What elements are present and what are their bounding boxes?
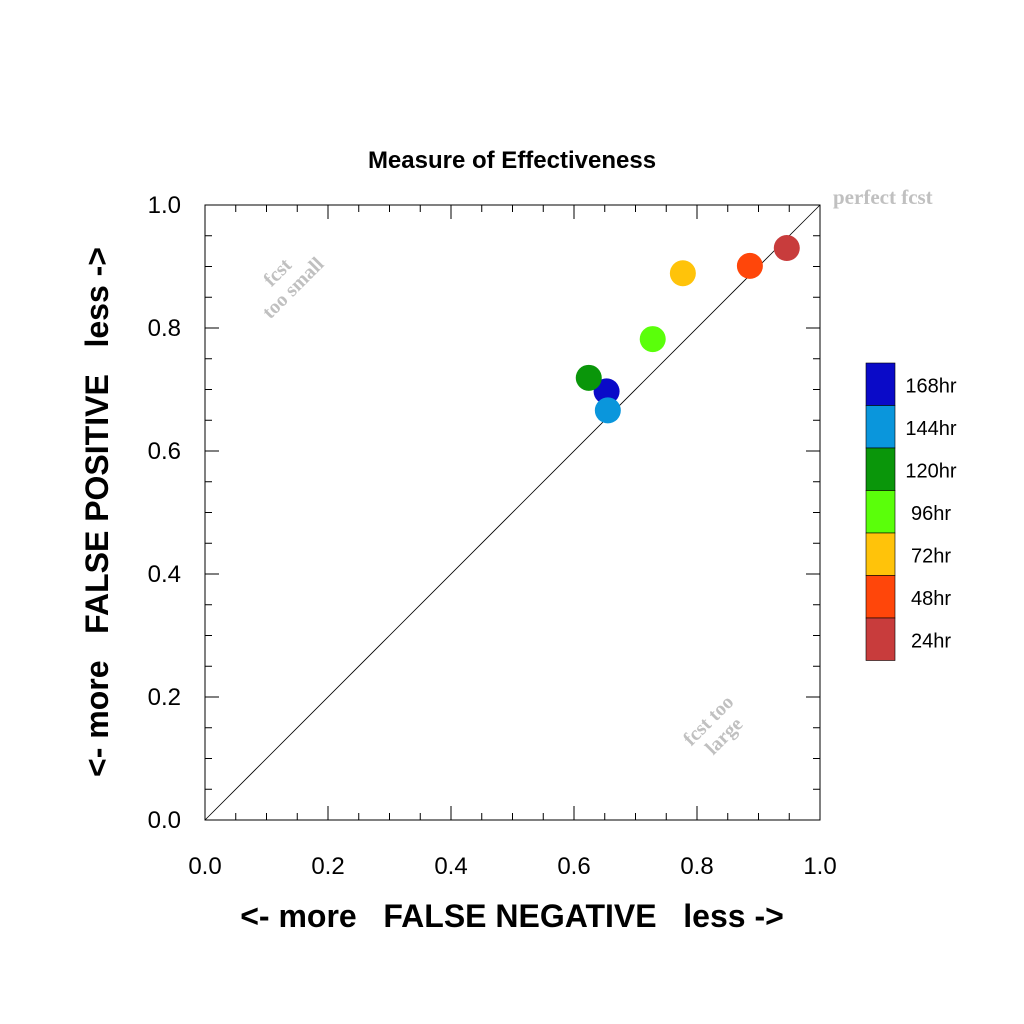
legend-label-96hr: 96hr: [911, 503, 951, 525]
legend-label-72hr: 72hr: [911, 545, 951, 567]
legend-label-48hr: 48hr: [911, 588, 951, 610]
point-144hr: [594, 397, 621, 424]
y-tick-labels: 0.0 0.2 0.4 0.6 0.8 1.0: [148, 192, 181, 834]
axis-ticks: [204, 204, 821, 821]
y-tick-label: 0.6: [148, 438, 181, 465]
data-points: [575, 235, 800, 424]
y-axis-label: <- more FALSE POSITIVE less ->: [79, 247, 115, 777]
legend-label-168hr: 168hr: [905, 375, 956, 397]
x-tick-label: 1.0: [803, 853, 836, 880]
legend: 168hr 144hr 120hr 96hr 72hr 48hr 24hr: [865, 362, 957, 661]
x-tick-label: 0.6: [557, 853, 590, 880]
x-tick-label: 0.4: [434, 853, 467, 880]
x-axis-label: <- more FALSE NEGATIVE less ->: [240, 898, 784, 934]
legend-swatch-96hr: [865, 490, 896, 534]
legend-label-144hr: 144hr: [905, 418, 956, 440]
legend-swatch-120hr: [865, 447, 896, 491]
legend-label-24hr: 24hr: [911, 630, 951, 652]
point-48hr: [736, 252, 763, 279]
annotation-too-large: fcst too large: [679, 691, 747, 759]
annotation-perfect-fcst: perfect fcst: [833, 185, 933, 209]
legend-swatch-72hr: [865, 532, 896, 576]
chart-title: Measure of Effectiveness: [368, 147, 656, 174]
x-tick-labels: 0.0 0.2 0.4 0.6 0.8 1.0: [188, 853, 836, 880]
legend-swatch-168hr: [865, 362, 896, 406]
annotation-too-small: fcst too small: [258, 253, 328, 323]
y-tick-label: 1.0: [148, 192, 181, 219]
point-168hr: [593, 378, 620, 405]
point-120hr: [575, 364, 602, 391]
x-tick-label: 0.0: [188, 853, 221, 880]
point-24hr: [773, 235, 800, 262]
legend-label-120hr: 120hr: [905, 460, 956, 482]
y-tick-label: 0.4: [148, 561, 181, 588]
x-tick-label: 0.8: [680, 853, 713, 880]
y-tick-label: 0.0: [148, 807, 181, 834]
legend-swatch-24hr: [865, 617, 896, 661]
x-tick-label: 0.2: [311, 853, 344, 880]
y-tick-label: 0.8: [148, 315, 181, 342]
legend-swatch-48hr: [865, 575, 896, 619]
point-72hr: [669, 260, 696, 287]
legend-swatch-144hr: [865, 405, 896, 449]
diagonal-line: [204, 204, 821, 821]
point-96hr: [639, 326, 666, 353]
annotation-too-small-line2: too small: [258, 253, 328, 323]
y-tick-label: 0.2: [148, 684, 181, 711]
